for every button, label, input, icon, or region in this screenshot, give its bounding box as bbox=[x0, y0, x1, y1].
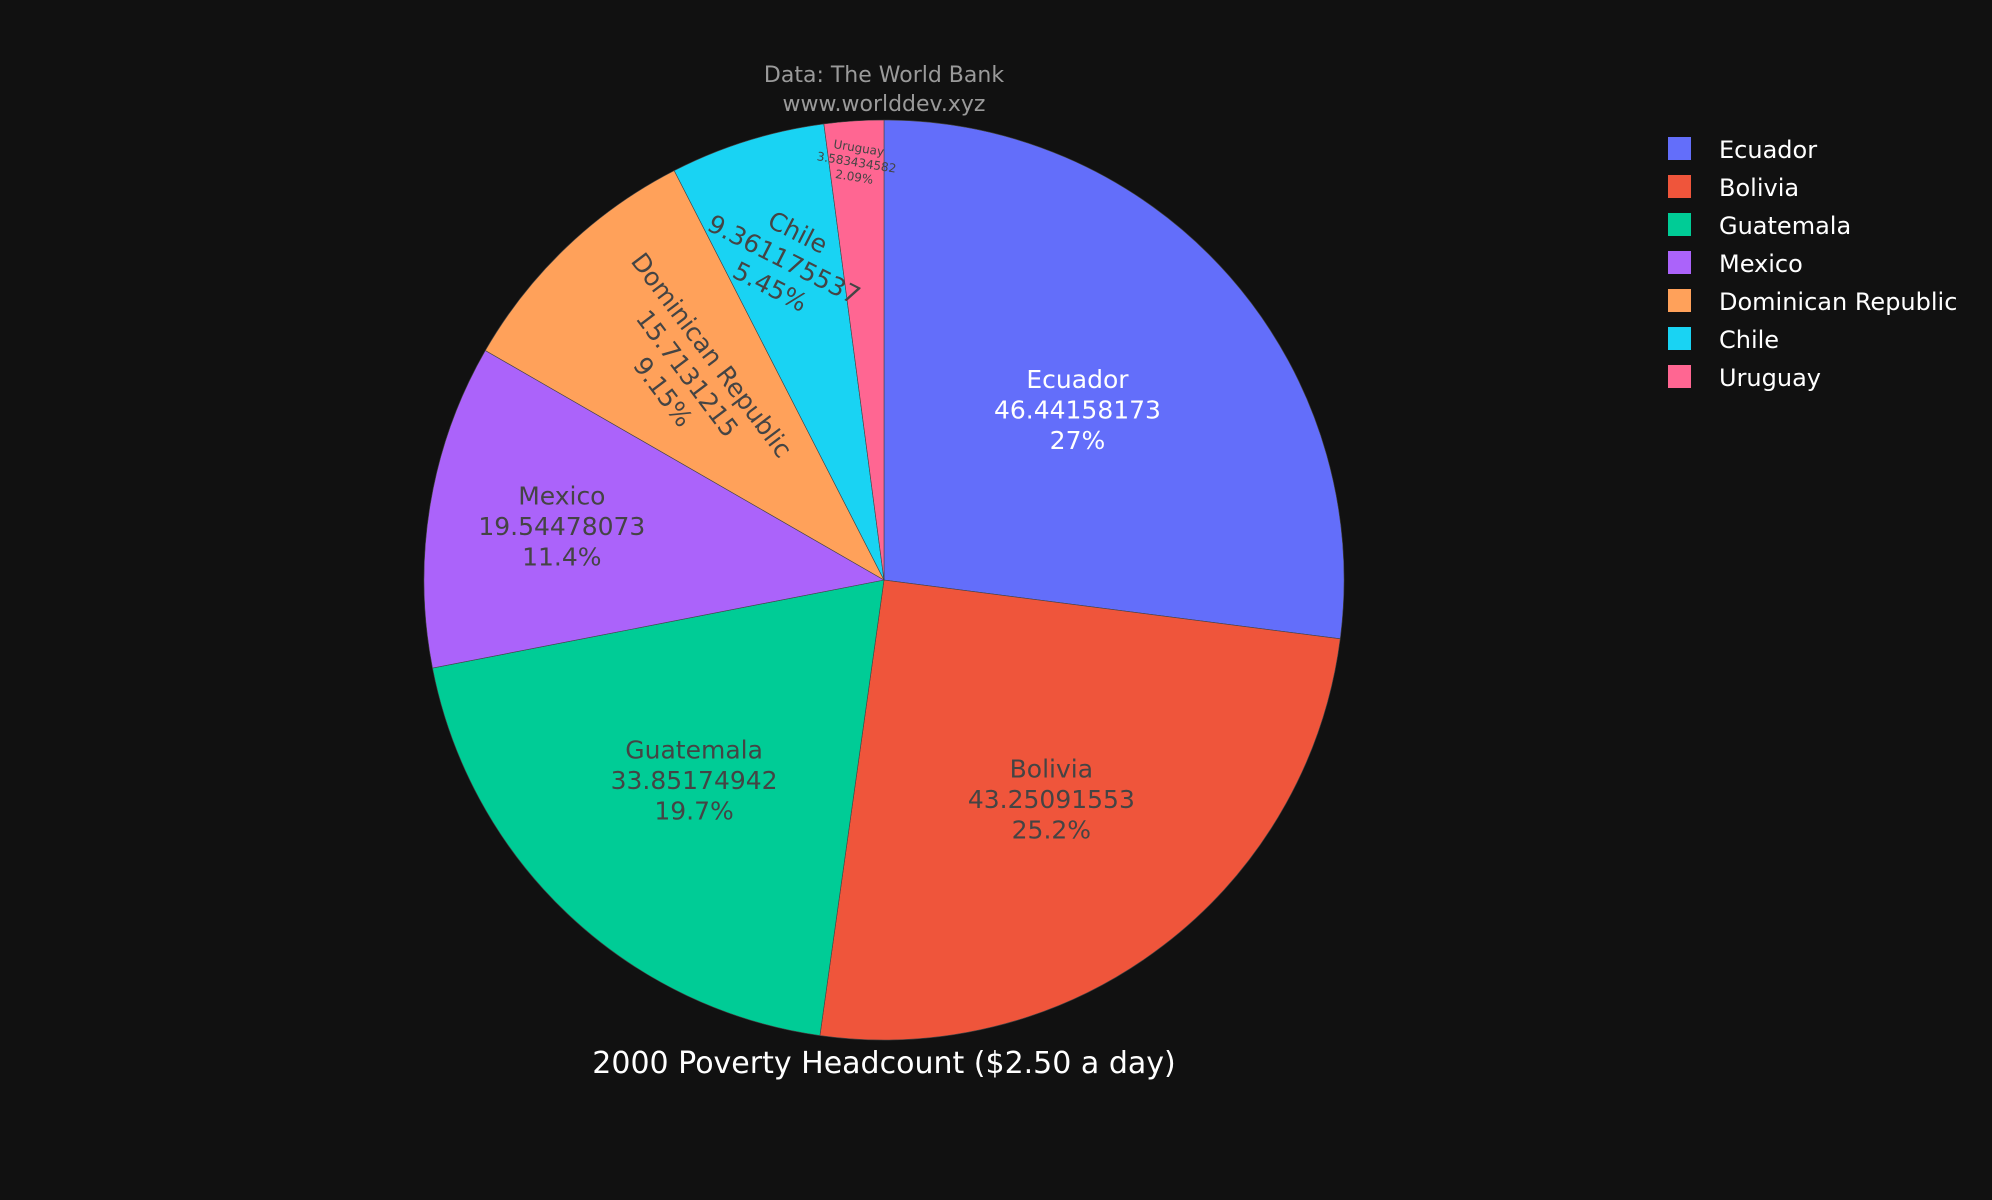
pie-slice-chile[interactable] bbox=[673, 123, 885, 581]
pie-slices bbox=[423, 119, 1345, 1041]
pie-slice-bolivia[interactable] bbox=[819, 579, 1341, 1041]
pie-label-bolivia: Bolivia 43.25091553 25.2% bbox=[968, 755, 1135, 845]
pie-label-percent: 2.09% bbox=[834, 167, 874, 187]
pie-label-label: Guatemala bbox=[625, 736, 763, 765]
pie-label-mexico: Mexico 19.54478073 11.4% bbox=[478, 482, 645, 572]
pie-labels: Ecuador 46.44158173 27%Bolivia 43.25091553 2… bbox=[478, 137, 1161, 845]
source-line-1: Data: The World Bank bbox=[764, 63, 1004, 88]
pie-label-ecuador: Ecuador 46.44158173 27% bbox=[994, 365, 1161, 455]
legend-item-ecuador[interactable]: Ecuador bbox=[1719, 136, 1817, 164]
pie-slice-uruguay[interactable] bbox=[823, 119, 885, 581]
pie-slice-dominican-republic[interactable] bbox=[484, 170, 885, 581]
pie-label-percent: 27% bbox=[1050, 426, 1106, 455]
pie-label-value: 43.25091553 bbox=[968, 785, 1135, 814]
pie-label-value: 33.85174942 bbox=[611, 766, 778, 795]
legend-item-chile[interactable]: Chile bbox=[1719, 326, 1779, 354]
legend-item-bolivia[interactable]: Bolivia bbox=[1719, 174, 1799, 202]
legend-swatch-uruguay[interactable] bbox=[1668, 365, 1691, 388]
pie-slice-ecuador[interactable] bbox=[883, 119, 1345, 640]
pie-label-label: Bolivia bbox=[1010, 755, 1093, 784]
legend-swatch-chile[interactable] bbox=[1668, 327, 1691, 350]
legend-swatch-guatemala[interactable] bbox=[1668, 213, 1691, 236]
source-line-2: www.worlddev.xyz bbox=[783, 92, 986, 117]
pie-slice-guatemala[interactable] bbox=[432, 579, 885, 1036]
chart-title: 2000 Poverty Headcount ($2.50 a day) bbox=[592, 1046, 1175, 1081]
legend-swatch-dominican-republic[interactable] bbox=[1668, 289, 1691, 312]
legend-swatch-mexico[interactable] bbox=[1668, 251, 1691, 274]
pie-label-label: Ecuador bbox=[1026, 365, 1129, 394]
pie-label-guatemala: Guatemala 33.85174942 19.7% bbox=[611, 736, 778, 826]
pie-label-percent: 25.2% bbox=[1012, 816, 1091, 845]
legend-swatch-bolivia[interactable] bbox=[1668, 175, 1691, 198]
pie-label-value: 46.44158173 bbox=[994, 396, 1161, 425]
legend-item-guatemala[interactable]: Guatemala bbox=[1719, 212, 1851, 240]
pie-label-percent: 11.4% bbox=[522, 543, 601, 572]
legend: Ecuador Bolivia Guatemala Mexico Dominican R… bbox=[1668, 136, 1957, 392]
pie-label-percent: 19.7% bbox=[654, 797, 733, 826]
legend-swatch-ecuador[interactable] bbox=[1668, 137, 1691, 160]
pie-label-label: Mexico bbox=[518, 482, 605, 511]
legend-item-uruguay[interactable]: Uruguay bbox=[1719, 364, 1821, 392]
pie-slice-mexico[interactable] bbox=[423, 350, 885, 669]
pie-label-value: 19.54478073 bbox=[478, 512, 645, 541]
legend-item-dominican-republic[interactable]: Dominican Republic bbox=[1719, 288, 1957, 316]
legend-item-mexico[interactable]: Mexico bbox=[1719, 250, 1803, 278]
